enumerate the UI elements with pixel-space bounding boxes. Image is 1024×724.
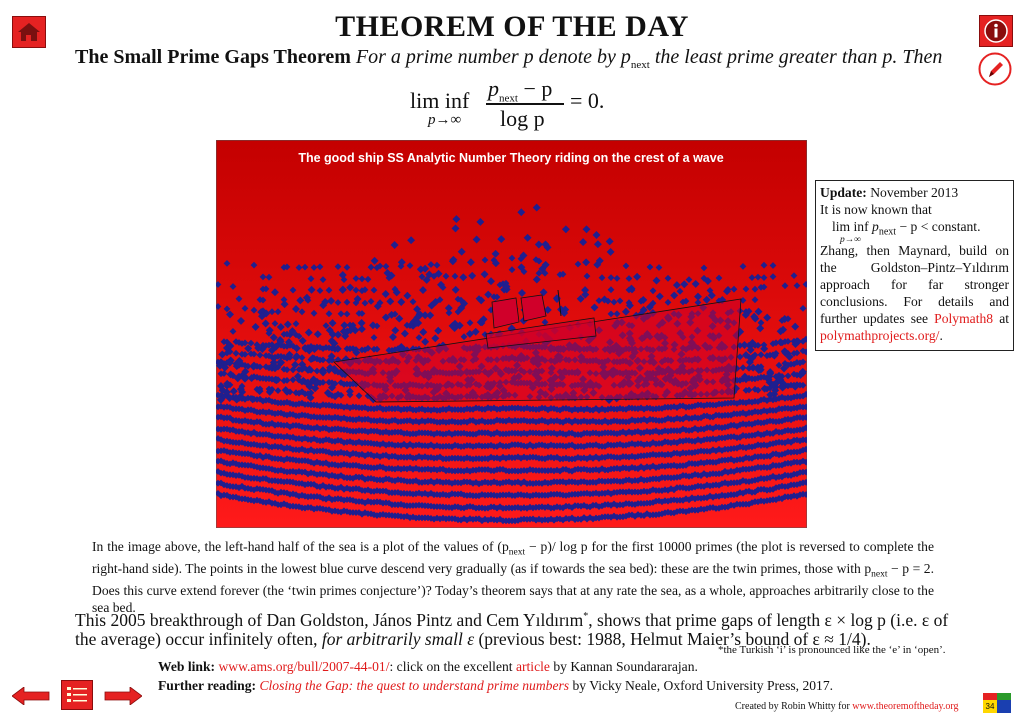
fraction-bar (486, 103, 564, 105)
update-label: Update: (820, 185, 867, 200)
plot-title: The good ship SS Analytic Number Theory … (298, 151, 723, 165)
polymath8-link[interactable]: Polymath8 (934, 311, 994, 326)
home-button[interactable] (12, 16, 46, 48)
index-badge[interactable]: 34 (983, 693, 1011, 713)
arrow-right-icon (104, 686, 143, 706)
formula-numerator: pnext − p (488, 76, 553, 105)
formula-denominator: log p (500, 106, 545, 131)
formula-limit-sub: p→∞ (428, 112, 462, 128)
index-number: 34 (983, 700, 997, 713)
formula-result: = 0. (570, 88, 605, 113)
web-link-line: Web link: www.ams.org/bull/2007-44-01/: … (158, 659, 698, 674)
edit-button[interactable] (978, 52, 1012, 86)
next-button[interactable] (104, 686, 143, 706)
contents-icon (67, 687, 87, 702)
update-formula: lim inf pnext − p < constant. p→∞ (832, 219, 981, 245)
info-icon (984, 19, 1008, 43)
footnote: *the Turkish ‘i’ is pronounced like the … (718, 644, 946, 656)
previous-button[interactable] (11, 686, 50, 706)
theorem-name: The Small Prime Gaps Theorem (75, 46, 351, 68)
prime-gap-plot: The good ship SS Analytic Number Theory … (216, 140, 807, 528)
page-title: THEOREM OF THE DAY (335, 10, 689, 43)
ams-link[interactable]: www.ams.org/bull/2007-44-01/ (218, 659, 390, 674)
contents-button[interactable] (61, 680, 93, 710)
update-body: Zhang, then Maynard, build on the Goldst… (820, 243, 1010, 343)
update-box: Update: November 2013 It is now known th… (815, 180, 1014, 351)
statement-text: For a prime number p denote by pnext the… (355, 46, 943, 71)
site-link[interactable]: www.theoremoftheday.org (852, 701, 959, 712)
article-link[interactable]: article (515, 659, 550, 674)
update-line1: It is now known that (820, 202, 932, 217)
pencil-icon (978, 52, 1012, 86)
arrow-left-icon (11, 686, 50, 706)
info-button[interactable] (979, 15, 1013, 47)
formula-lim: lim inf (410, 88, 470, 113)
home-icon (18, 23, 40, 41)
further-reading-line: Further reading: Closing the Gap: the qu… (158, 678, 834, 693)
credit-line: Created by Robin Whitty for www.theoremo… (735, 701, 959, 712)
polymath-projects-link[interactable]: polymathprojects.org/ (820, 328, 940, 343)
plot-caption: In the image above, the left-hand half o… (92, 539, 934, 615)
theorem-statement: The Small Prime Gaps Theorem For a prime… (75, 46, 955, 76)
main-paragraph: This 2005 breakthrough of Dan Goldston, … (75, 609, 949, 649)
book-link[interactable]: Closing the Gap: the quest to understand… (259, 678, 570, 693)
update-date: November 2013 (866, 185, 959, 200)
main-formula: lim inf p→∞ pnext − p log p = 0. (410, 76, 630, 134)
